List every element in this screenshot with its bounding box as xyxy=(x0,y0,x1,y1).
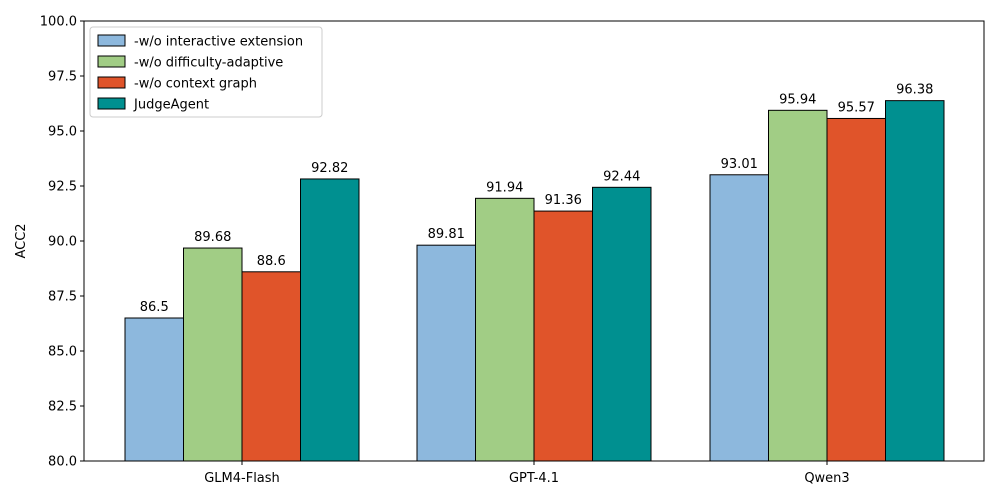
legend-label: -w/o context graph xyxy=(134,77,257,92)
x-tick-label: GLM4-Flash xyxy=(204,471,280,486)
legend-swatch xyxy=(97,97,126,110)
y-tick-label: 82.5 xyxy=(48,400,77,415)
legend-swatch xyxy=(97,55,126,68)
bar-value-label: 92.82 xyxy=(311,161,348,176)
y-axis-title: ACC2 xyxy=(14,223,29,258)
bar-3-qwen3 xyxy=(826,117,886,462)
legend-label: JudgeAgent xyxy=(133,98,209,113)
bar-2-qwen3 xyxy=(768,109,828,462)
bar-value-label: 91.36 xyxy=(545,193,582,208)
bar-value-label: 93.01 xyxy=(721,157,758,172)
bar-1-glm4-flash xyxy=(124,317,184,462)
bar-3-gpt-4-1 xyxy=(533,210,593,462)
y-tick-label: 95.0 xyxy=(48,125,77,140)
bar-value-label: 95.94 xyxy=(779,92,816,107)
bar-4-gpt-4-1 xyxy=(592,186,652,462)
bar-value-label: 91.94 xyxy=(486,180,523,195)
x-axis: GLM4-Flash GPT-4.1 Qwen3 xyxy=(204,461,850,486)
legend-box xyxy=(89,26,323,118)
bar-value-label: 96.38 xyxy=(896,83,933,98)
bar-value-label: 86.5 xyxy=(140,300,169,315)
y-tick-label: 92.5 xyxy=(48,180,77,195)
y-tick-label: 100.0 xyxy=(40,15,77,30)
legend: -w/o interactive extension -w/o difficult… xyxy=(89,26,323,118)
bar-3-glm4-flash xyxy=(241,271,301,462)
x-tick-label: Qwen3 xyxy=(804,471,849,486)
bar-value-label: 89.68 xyxy=(194,230,231,245)
bar-value-label: 92.44 xyxy=(603,169,640,184)
bar-2-glm4-flash xyxy=(183,247,243,462)
bars-layer xyxy=(124,100,945,462)
bar-1-gpt-4-1 xyxy=(416,244,476,462)
y-tick-label: 85.0 xyxy=(48,345,77,360)
y-tick-label: 90.0 xyxy=(48,235,77,250)
y-tick-label: 97.5 xyxy=(48,70,77,85)
y-tick-label: 87.5 xyxy=(48,290,77,305)
legend-swatch xyxy=(97,34,126,47)
x-tick-label: GPT-4.1 xyxy=(509,471,559,486)
bar-value-label: 95.57 xyxy=(838,100,875,115)
bar-4-glm4-flash xyxy=(300,178,360,462)
bar-4-qwen3 xyxy=(885,100,945,462)
data-labels-layer: 86.5 89.68 88.6 92.82 89.81 91.94 91.36 92.44 93… xyxy=(140,83,934,315)
legend-label: -w/o interactive extension xyxy=(134,35,303,50)
legend-swatch xyxy=(97,76,126,89)
bar-value-label: 89.81 xyxy=(428,227,465,242)
bar-2-gpt-4-1 xyxy=(475,197,535,462)
legend-label: -w/o difficulty-adaptive xyxy=(134,56,283,71)
y-tick-label: 80.0 xyxy=(48,455,77,470)
bar-1-qwen3 xyxy=(709,174,769,462)
bar-value-label: 88.6 xyxy=(257,254,286,269)
y-axis: 80.0 82.5 85.0 87.5 90.0 92.5 95.0 97.5 100.0 xyxy=(40,15,84,470)
